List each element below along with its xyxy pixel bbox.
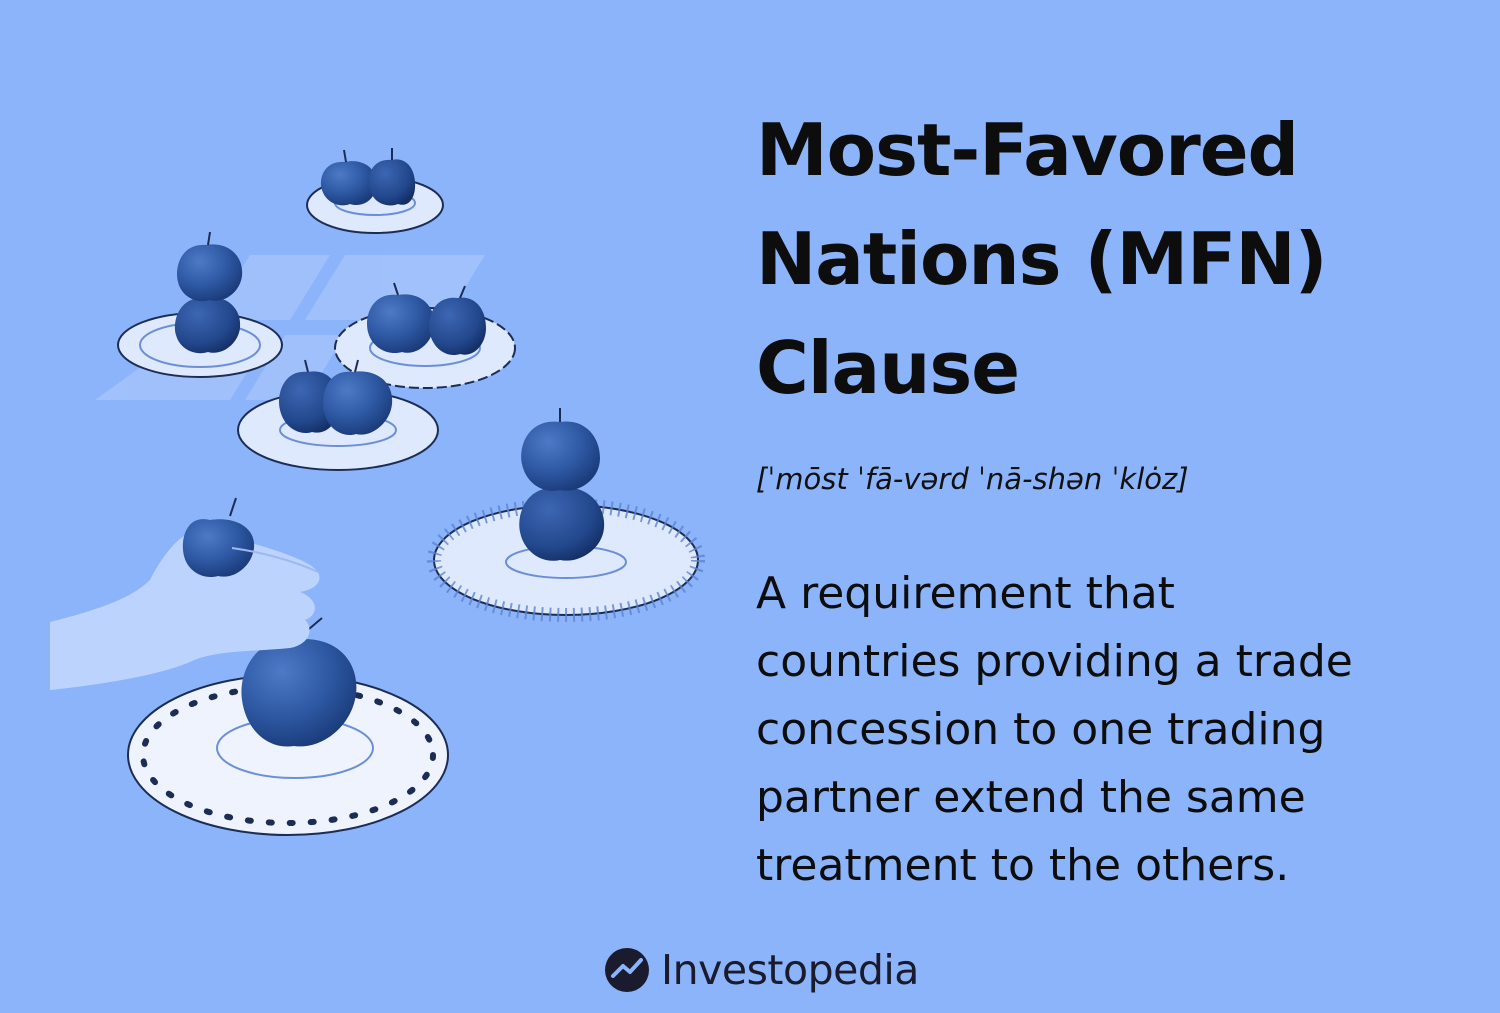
investopedia-logo-icon <box>605 948 649 992</box>
definition-line: countries providing a trade <box>756 636 1353 687</box>
title-line: Nations (MFN) <box>756 217 1328 301</box>
definition-line: concession to one trading <box>756 704 1326 755</box>
page-title: Most-Favored Nations (MFN) Clause <box>756 96 1456 423</box>
definition-line: treatment to the others. <box>756 840 1290 891</box>
definition-line: partner extend the same <box>756 772 1306 823</box>
brand-logo: Investopedia <box>603 940 919 1000</box>
definition-line: A requirement that <box>756 568 1175 619</box>
apple-icon <box>320 149 377 206</box>
apple-icon <box>175 297 241 354</box>
brand-name: Investopedia <box>661 946 919 994</box>
apple-icon <box>177 231 243 302</box>
pronunciation: [ˈmōst ˈfā-vərd ˈnā-shən ˈklȯz] <box>756 462 1189 496</box>
apple-icon <box>429 285 486 356</box>
apple-icon <box>521 408 600 491</box>
apple-icon <box>368 148 416 206</box>
hand-holding-apple-icon <box>50 497 320 690</box>
title-line: Clause <box>756 326 1020 410</box>
apple-icon <box>323 359 393 436</box>
definition-text: A requirement that countries providing a… <box>756 560 1466 900</box>
apple-icon <box>367 282 435 354</box>
apple-icon <box>519 487 605 561</box>
title-line: Most-Favored <box>756 108 1299 192</box>
apples-on-plates-illustration <box>50 148 705 836</box>
apple-icon <box>279 359 340 434</box>
